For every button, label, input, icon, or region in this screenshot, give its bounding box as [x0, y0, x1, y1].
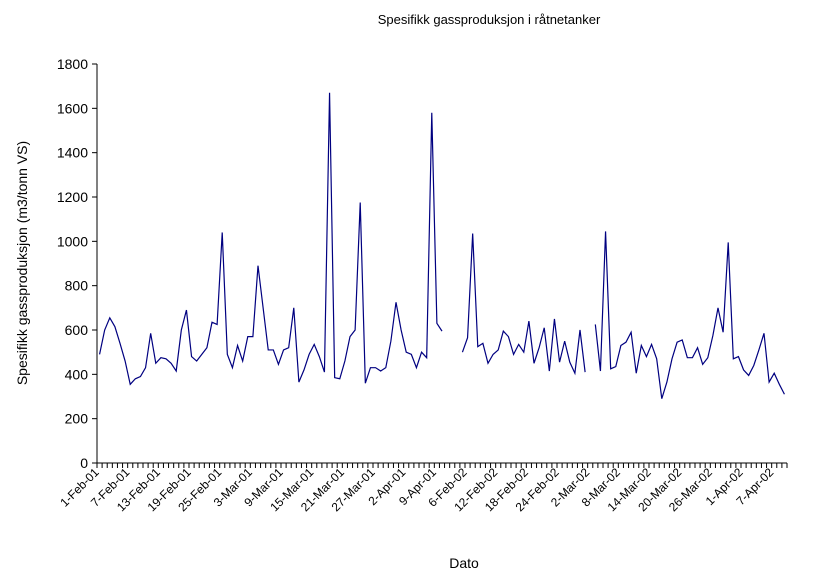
- y-tick-label: 1000: [57, 233, 88, 249]
- y-tick-label: 200: [65, 411, 89, 427]
- y-tick-label: 800: [65, 278, 89, 294]
- y-tick-label: 0: [80, 455, 88, 471]
- y-tick-label: 1600: [57, 100, 88, 116]
- chart-title: Spesifikk gassproduksjon i råtnetanker: [378, 12, 601, 27]
- y-tick-label: 600: [65, 322, 89, 338]
- x-axis-label: Dato: [449, 555, 479, 571]
- data-line: [98, 92, 785, 399]
- y-tick-label: 400: [65, 366, 89, 382]
- y-tick-label: 1800: [57, 56, 88, 72]
- y-tick-label: 1400: [57, 145, 88, 161]
- y-tick-label: 1200: [57, 189, 88, 205]
- y-axis-label: Spesifikk gassproduksjon (m3/tonn VS): [14, 141, 30, 385]
